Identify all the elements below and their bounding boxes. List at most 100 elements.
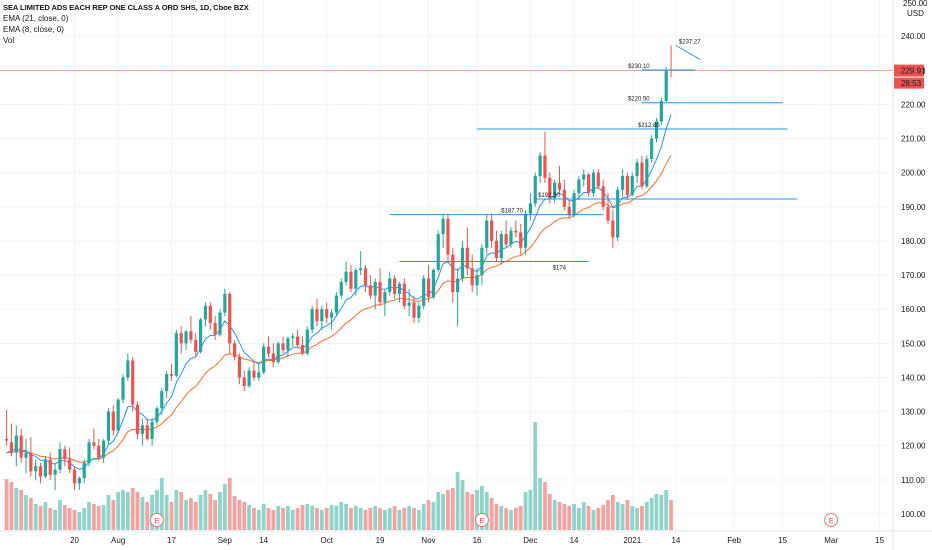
candle-body — [383, 292, 387, 303]
candle-body — [354, 269, 358, 289]
volume-bar — [387, 508, 392, 530]
candle-body — [402, 283, 406, 306]
candle-body — [572, 193, 576, 216]
candle-body — [485, 220, 489, 248]
candle-body — [247, 370, 251, 387]
countdown-badge — [894, 77, 924, 89]
price-tick-label: 200.00 — [901, 169, 926, 178]
candle-body — [344, 271, 348, 282]
volume-bar — [523, 492, 528, 530]
candle-body — [203, 305, 208, 320]
candle-body — [412, 302, 416, 318]
volume-bar — [72, 510, 77, 530]
price-tick-label-partial: 250.00 — [903, 0, 928, 8]
volume-bar — [402, 508, 407, 530]
price-tick-label: 100.00 — [901, 510, 926, 519]
candle-body — [514, 230, 518, 233]
volume-bar — [329, 505, 334, 530]
volume-bar — [174, 490, 179, 530]
volume-bar — [67, 508, 72, 530]
candle-body — [194, 339, 198, 352]
volume-bar — [62, 505, 67, 530]
vol-legend[interactable]: Vol — [3, 36, 15, 45]
volume-bar — [213, 500, 218, 530]
volume-bar — [305, 504, 310, 530]
volume-bar — [499, 506, 504, 530]
candle-body — [5, 438, 9, 441]
candle-body — [266, 346, 271, 354]
volume-bar — [353, 506, 358, 530]
level-trend-line — [675, 45, 701, 60]
volume-bar — [518, 506, 523, 530]
volume-bar — [135, 492, 140, 530]
candle-body — [523, 213, 528, 248]
volume-bar — [28, 498, 33, 530]
volume-bar — [586, 506, 591, 530]
price-tick-label: 210.00 — [901, 135, 926, 144]
volume-bar — [319, 510, 324, 530]
candle-body — [325, 309, 329, 318]
candle-body — [538, 155, 542, 177]
candle-body — [426, 278, 431, 298]
level-label: $187.70 — [501, 209, 523, 215]
volume-bar — [286, 506, 290, 530]
volume-bar — [572, 504, 576, 530]
candle-body — [126, 360, 130, 378]
volume-bar — [358, 508, 363, 530]
candle-body — [262, 346, 266, 373]
volume-bar — [334, 506, 339, 530]
volume-bar — [43, 502, 48, 530]
price-axis-bg — [893, 0, 932, 550]
candle-body — [179, 333, 183, 344]
volume-bar — [373, 506, 378, 530]
candle-body — [14, 435, 18, 453]
candle-body — [543, 155, 547, 178]
candle-body — [587, 174, 591, 194]
volume-bar — [48, 508, 53, 530]
candle-body — [38, 466, 43, 477]
volume-bar — [184, 500, 188, 530]
candle-body — [359, 268, 363, 270]
candle-body — [349, 271, 353, 289]
volume-bar — [436, 492, 441, 530]
candle-body — [77, 478, 81, 484]
level-label: $174 — [553, 265, 567, 271]
candle-body — [9, 442, 14, 453]
candle-body — [470, 268, 474, 286]
level-label: $230.10 — [628, 64, 650, 70]
ema21-legend[interactable]: EMA (21, close, 0) — [3, 14, 69, 23]
volume-bar — [625, 500, 630, 530]
symbol-title[interactable]: SEA LIMITED ADS EACH REP ONE CLASS A ORD… — [3, 3, 249, 12]
volume-bar — [4, 479, 9, 530]
volume-bar — [659, 495, 664, 530]
volume-bar — [431, 502, 436, 530]
volume-bar — [33, 504, 38, 530]
volume-bar — [416, 510, 421, 530]
candle-body — [456, 278, 460, 293]
level-label: $237.27 — [679, 39, 701, 45]
volume-bar — [397, 510, 402, 530]
candle-body — [460, 247, 465, 279]
time-tick-label: Mar — [824, 536, 838, 545]
candle-body — [645, 159, 649, 187]
volume-bar — [441, 494, 445, 530]
candle-body — [441, 218, 445, 235]
candle-body — [446, 218, 450, 255]
candle-body — [184, 331, 188, 344]
ema8-legend[interactable]: EMA (8, close, 0) — [3, 25, 64, 34]
volume-bar — [538, 478, 542, 530]
candle-body — [378, 281, 382, 303]
chart-legend: SEA LIMITED ADS EACH REP ONE CLASS A ORD… — [3, 2, 249, 46]
volume-bar — [649, 498, 654, 530]
time-tick-label: 15 — [778, 536, 787, 545]
candle-body — [509, 230, 513, 245]
candle-body — [596, 172, 600, 187]
candle-body — [582, 174, 586, 180]
time-axis: 20 Aug 17 Sep 14 Oct 19 Nov 16 Dec 14 2021 14 Feb 15 Ma… — [0, 530, 932, 545]
volume-bar — [470, 494, 475, 530]
volume-bar — [460, 480, 465, 530]
candle-body — [53, 469, 57, 475]
volume-bar — [232, 496, 237, 530]
